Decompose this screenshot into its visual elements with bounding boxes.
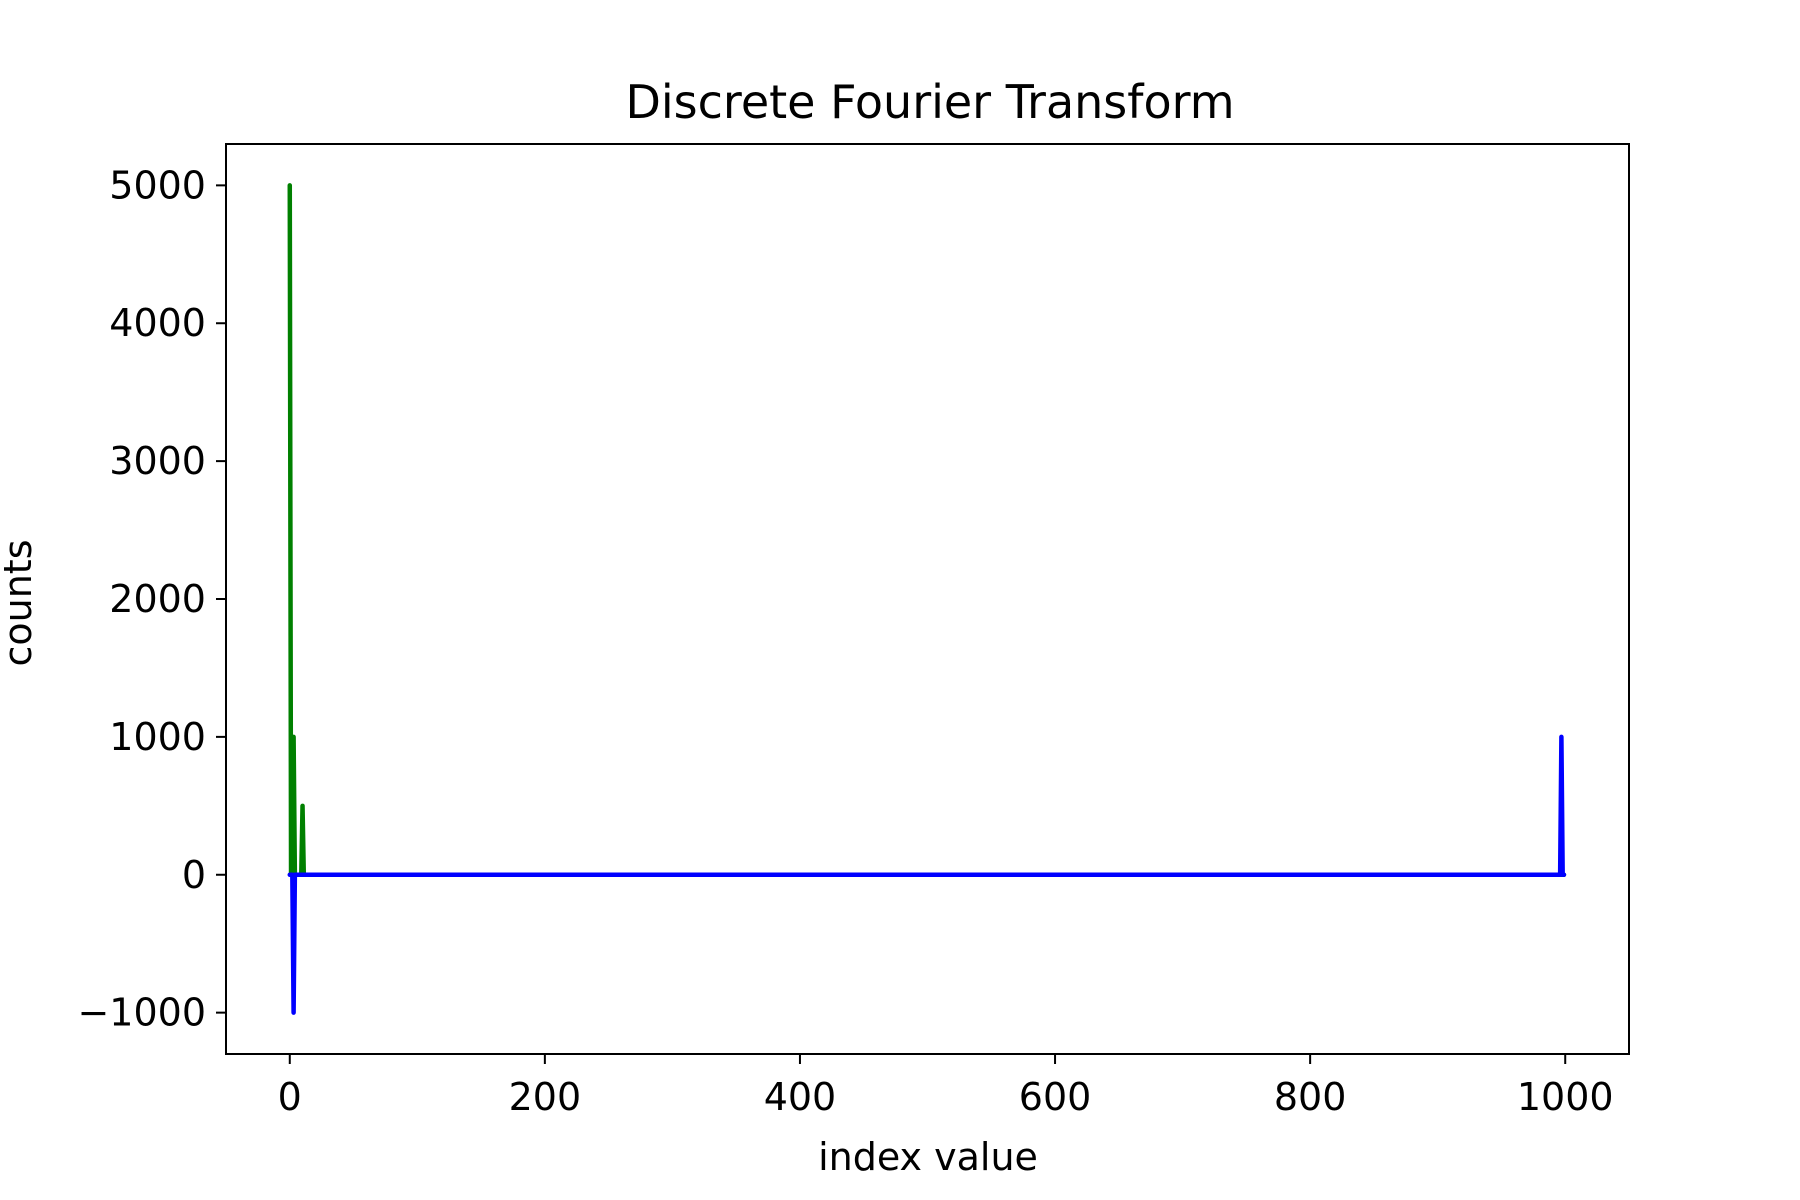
chart-title: Discrete Fourier Transform [625,75,1234,129]
y-axis: −1000 0 1000 2000 3000 4000 5000 [77,163,226,1035]
x-axis: 0 200 400 600 800 1000 [278,1054,1614,1119]
y-axis-label: counts [0,539,40,666]
x-tick-label: 400 [764,1075,837,1119]
series-2-line [287,734,1567,1015]
y-tick-label: −1000 [77,991,206,1035]
series-1-line [287,183,1567,878]
x-tick-label: 200 [509,1075,582,1119]
x-tick-label: 600 [1019,1075,1092,1119]
y-tick-label: 4000 [109,301,206,345]
y-tick-label: 2000 [109,577,206,621]
x-axis-label: index value [818,1135,1038,1179]
y-tick-label: 1000 [109,715,206,759]
plot-frame [225,143,1630,1055]
y-tick-label: 5000 [109,163,206,207]
x-tick-label: 1000 [1517,1075,1614,1119]
y-tick-label: 0 [182,853,206,897]
series-layer [287,183,1567,1015]
y-tick-label: 3000 [109,439,206,483]
x-tick-label: 0 [278,1075,302,1119]
x-tick-label: 800 [1274,1075,1347,1119]
